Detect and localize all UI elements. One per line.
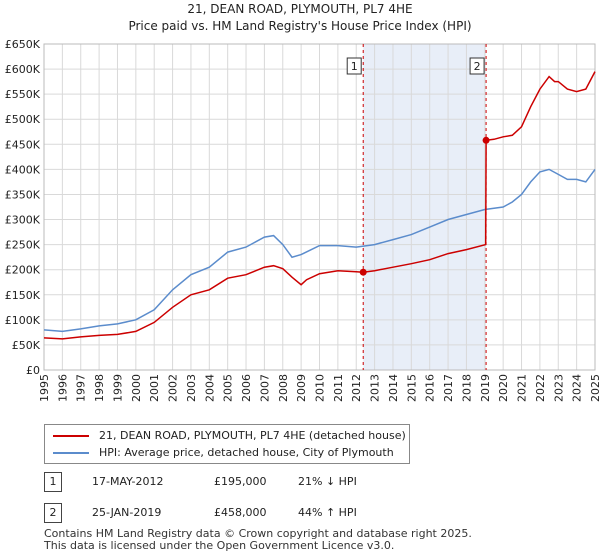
sale-label-box — [469, 57, 485, 75]
sale-point — [359, 268, 367, 276]
x-tick-label: 2001 — [148, 374, 161, 402]
y-tick-label: £450K — [5, 138, 41, 151]
x-tick-label: 1997 — [75, 374, 88, 402]
sale-point — [482, 136, 490, 144]
x-tick-label: 2004 — [203, 374, 216, 402]
x-tick-label: 2000 — [130, 374, 143, 402]
x-tick-label: 2022 — [534, 374, 547, 402]
footer: Contains HM Land Registry data © Crown c… — [44, 528, 472, 552]
x-tick-label: 1995 — [38, 374, 51, 402]
x-tick-label: 2016 — [424, 374, 437, 402]
x-tick-label: 2015 — [405, 374, 418, 402]
y-tick-label: £150K — [5, 289, 41, 302]
plot-area-border — [43, 43, 596, 371]
transaction-badge: 2 — [44, 503, 62, 523]
chart-title: 21, DEAN ROAD, PLYMOUTH, PL7 4HE — [187, 2, 413, 16]
x-tick-label: 2019 — [479, 374, 492, 402]
x-tick-label: 2005 — [222, 374, 235, 402]
hpi-series-line — [43, 168, 596, 333]
footer-line-2: This data is licensed under the Open Gov… — [44, 539, 395, 552]
y-tick-label: £550K — [5, 88, 41, 101]
x-tick-label: 1999 — [111, 374, 124, 402]
transaction-hpi: 21% ↓ HPI — [298, 475, 357, 488]
transaction-hpi: 44% ↑ HPI — [298, 506, 357, 519]
x-tick-label: 1998 — [93, 374, 106, 402]
x-tick-label: 2017 — [442, 374, 455, 402]
shaded-period — [363, 44, 487, 370]
transaction-price: £195,000 — [214, 475, 267, 488]
x-tick-label: 2011 — [332, 374, 345, 402]
footer-line-1: Contains HM Land Registry data © Crown c… — [44, 527, 472, 540]
legend-label-property: 21, DEAN ROAD, PLYMOUTH, PL7 4HE (detach… — [99, 429, 406, 442]
legend-item-property: 21, DEAN ROAD, PLYMOUTH, PL7 4HE (detach… — [53, 428, 406, 444]
y-tick-label: £600K — [5, 63, 41, 76]
y-tick-label: £300K — [5, 214, 41, 227]
transaction-date: 25-JAN-2019 — [92, 506, 162, 519]
x-tick-label: 2013 — [369, 374, 382, 402]
x-tick-label: 2024 — [571, 374, 584, 402]
x-tick-label: 2002 — [167, 374, 180, 402]
x-tick-label: 2009 — [295, 374, 308, 402]
chart-subtitle: Price paid vs. HM Land Registry's House … — [128, 19, 472, 33]
transaction-date: 17-MAY-2012 — [92, 475, 164, 488]
sale-label: 2 — [474, 60, 481, 73]
x-tick-label: 2012 — [350, 374, 363, 402]
y-tick-label: £500K — [5, 113, 41, 126]
price-chart: £0 £50K £100K £150K £200K £250K £300K £350K £400… — [5, 38, 600, 402]
x-tick-label: 2020 — [497, 374, 510, 402]
y-tick-label: £0 — [26, 364, 40, 377]
legend-item-hpi: HPI: Average price, detached house, City… — [53, 445, 403, 461]
x-tick-label: 2018 — [460, 374, 473, 402]
x-tick-label: 2010 — [314, 374, 327, 402]
y-tick-label: £100K — [5, 314, 41, 327]
y-tick-label: £400K — [5, 163, 41, 176]
y-tick-label: £250K — [5, 239, 41, 252]
x-tick-label: 1996 — [56, 374, 69, 402]
legend-swatch-hpi — [53, 452, 89, 454]
x-tick-label: 2003 — [185, 374, 198, 402]
x-tick-label: 2023 — [552, 374, 565, 402]
legend-swatch-property — [53, 435, 89, 437]
x-tick-label: 2021 — [516, 374, 529, 402]
legend: 21, DEAN ROAD, PLYMOUTH, PL7 4HE (detach… — [44, 424, 410, 464]
x-tick-label: 2006 — [240, 374, 253, 402]
x-tick-label: 2014 — [387, 374, 400, 402]
transaction-badge: 1 — [44, 472, 62, 492]
y-tick-label: £350K — [5, 188, 41, 201]
legend-label-hpi: HPI: Average price, detached house, City… — [99, 446, 394, 459]
x-tick-label: 2007 — [258, 374, 271, 402]
y-tick-label: £50K — [12, 339, 41, 352]
y-tick-label: £200K — [5, 264, 41, 277]
transaction-price: £458,000 — [214, 506, 267, 519]
x-tick-label: 2025 — [589, 374, 600, 402]
x-tick-label: 2008 — [277, 374, 290, 402]
y-tick-label: £650K — [5, 38, 41, 51]
sale-label-box — [346, 57, 362, 75]
sale-label: 1 — [351, 60, 358, 73]
